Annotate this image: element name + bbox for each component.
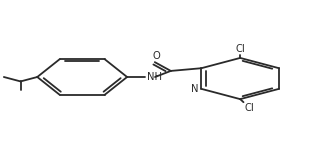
Text: Cl: Cl (235, 44, 245, 54)
Text: Cl: Cl (245, 103, 255, 113)
Text: O: O (153, 51, 160, 61)
Text: NH: NH (147, 72, 162, 82)
Text: N: N (191, 84, 199, 94)
